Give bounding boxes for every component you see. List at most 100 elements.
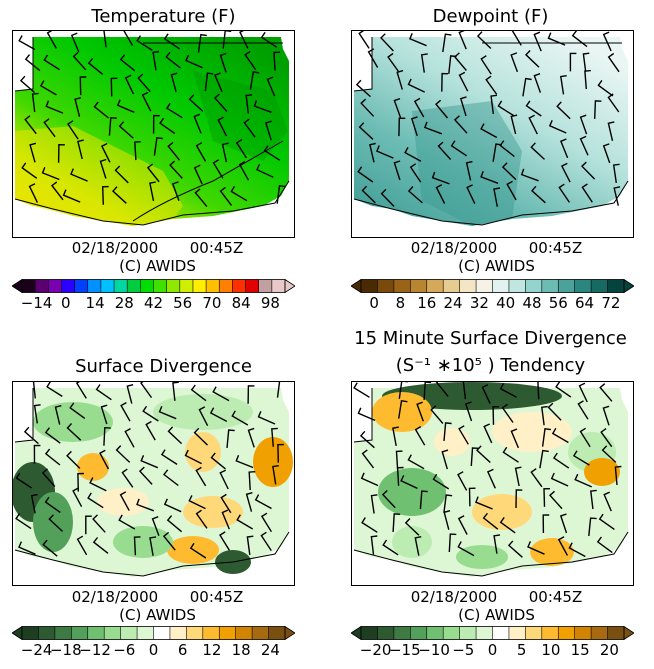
wind-barb [602,405,610,426]
wind-barb [153,137,163,156]
wind-barb [430,405,444,424]
wind-barb [124,74,135,95]
wind-barb [57,143,65,163]
wind-barb [43,54,60,71]
wind-barb [486,468,496,489]
wind-barb [423,121,443,135]
colorbar-segment [258,279,273,293]
wind-barb [41,468,56,487]
wind-barb [501,162,517,181]
wind-barb [380,188,395,207]
wind-barb [33,404,41,424]
wind-barb [99,449,110,470]
wind-barb [19,75,35,94]
temperature-panel: Temperature (F) 02/ [0,0,327,334]
panel-subtitle: (S⁻¹ ∗10⁵ ) Tendency [395,355,586,376]
wind-barb [392,513,401,532]
wind-barb [92,537,109,554]
wind-barb [235,455,254,469]
colorbar-frame [21,279,286,293]
wind-barb [370,535,378,555]
wind-barb [152,114,160,134]
wind-barb [69,402,86,419]
wind-barb [45,100,64,114]
wind-barb [72,51,87,71]
wind-barb [140,382,153,399]
wind-barb [112,186,127,204]
colorbar-segment [22,279,36,293]
wind-barb [577,400,589,420]
wind-barb [560,75,567,95]
colorbar-segment [71,626,89,640]
wind-barb [24,54,41,72]
colorbar-segment [179,279,194,293]
wind-barb [165,51,181,69]
wind-barb [572,450,590,466]
colorbar-segment [87,279,102,293]
wind-barb [230,185,248,202]
wind-barb [29,142,37,163]
wind-barb [195,509,208,529]
panel-title: Temperature (F) [91,6,236,27]
wind-barb [501,403,514,423]
wind-barb [162,531,176,551]
wind-barb [437,141,452,160]
wind-barb [353,382,370,398]
wind-barb [530,142,545,160]
wind-barb [21,162,38,179]
wind-barb [245,492,253,512]
wind-barb [44,448,61,466]
wind-barb [190,384,207,402]
wind-barb [552,452,570,469]
wind-barb [209,407,228,423]
wind-barb [74,97,82,117]
wind-barb [142,405,159,422]
wind-barb [210,452,226,470]
wind-barb [525,100,542,117]
colorbar: −14 0 14 28 42 56 70 84 98 [12,279,295,319]
wind-barb [124,427,135,448]
wind-barb [510,52,519,73]
colorbar-segment [574,279,592,293]
wind-barb [502,446,519,463]
divergence-panel: Surface Divergence 02/18/2000 00:45Z (C) [0,334,327,669]
wind-barb [87,492,104,509]
wind-barb [118,121,134,139]
wind-barb [359,430,375,449]
colorbar-segment [127,279,141,293]
panel-title: Surface Divergence [75,356,252,377]
wind-barb [245,94,253,114]
wind-barb [244,50,257,71]
colorbar-segment [202,626,220,640]
wind-barb [492,406,500,425]
colorbar-segment [35,279,49,293]
wind-barb [195,466,207,487]
divergence-map [12,381,295,586]
wind-barb [613,186,621,206]
wind-barb [533,31,542,52]
wind-barb [537,382,540,400]
colorbar-tick-label: 98 [260,294,280,312]
wind-barb [459,96,467,117]
wind-barb [93,101,110,119]
colorbar-segment [459,279,477,293]
colorbar-segment [443,626,460,640]
colorbar-segment [525,626,543,640]
wind-barb [41,167,60,181]
dewpoint-map [351,30,634,238]
wind-barb [32,382,36,399]
wind-barb [85,515,92,535]
wind-barb [277,443,284,463]
wind-barb [431,171,450,185]
wind-barb [442,33,452,53]
wind-barb [483,423,493,444]
wind-barb [407,454,425,470]
wind-barb [559,138,569,159]
colorbar-segment [426,279,444,293]
time-text: 00:45Z [189,588,244,606]
wind-barb [193,113,202,134]
wind-barb [163,33,180,50]
colorbar-segment [393,279,411,293]
colorbar-frame [21,626,286,640]
colorbar-segment [38,626,56,640]
